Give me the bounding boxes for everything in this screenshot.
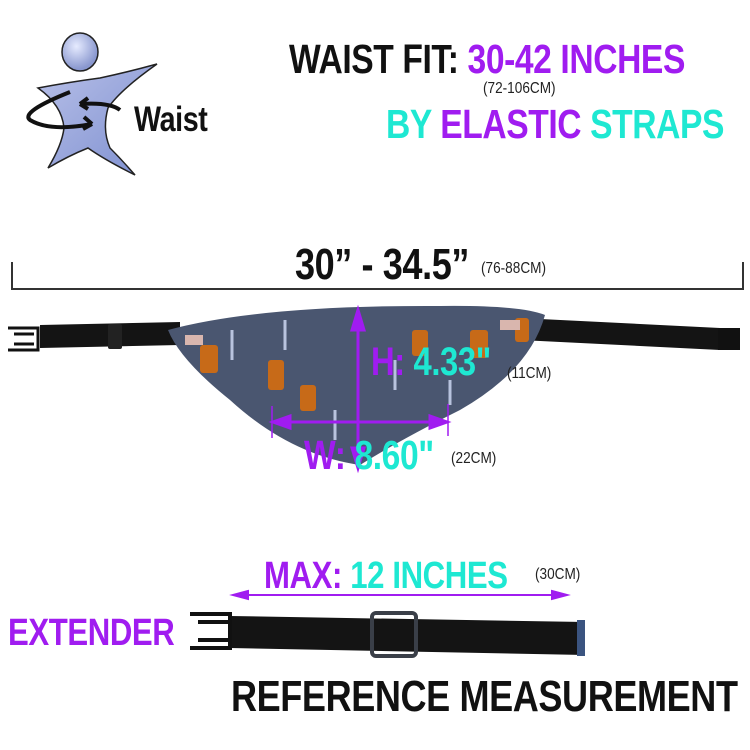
reference-measurement-title: REFERENCE MEASUREMENT — [231, 672, 738, 721]
extender-length-arrow — [229, 589, 571, 601]
strap-slider-icon — [370, 611, 418, 658]
height-cm: (11CM) — [507, 365, 552, 382]
waist-fit-heading: WAIST FIT: 30-42 INCHES — [289, 36, 750, 83]
width-arrow — [268, 404, 452, 438]
height-arrow — [349, 304, 367, 474]
belt-buckle-left-icon — [8, 326, 40, 352]
height-label: H: 4.33" — [371, 340, 491, 384]
waist-logo-figure-icon — [26, 32, 158, 176]
elastic-straps-heading: BY ELASTIC STRAPS — [386, 101, 725, 147]
waist-fit-value: 30-42 INCHES — [467, 36, 686, 82]
extender-max-cm: (30CM) — [535, 566, 581, 583]
extender-max-label: MAX: 12 INCHES — [264, 555, 508, 597]
width-cm: (22CM) — [451, 450, 497, 467]
extender-strap — [190, 611, 585, 658]
belt-strap — [8, 318, 740, 352]
belt-range-cm: (76-88CM) — [481, 260, 546, 277]
extender-label: EXTENDER — [8, 612, 175, 654]
logo-text: Waist — [134, 100, 208, 139]
belt-buckle-right-icon — [718, 328, 740, 350]
extender-buckle-icon — [190, 612, 232, 650]
waist-fit-label: WAIST FIT: — [289, 36, 459, 82]
belt-length-bracket — [11, 262, 744, 290]
cactus-pattern — [230, 320, 452, 440]
width-label: W: 8.60" — [304, 432, 434, 478]
belt-range: 30” - 34.5” — [295, 240, 469, 289]
waist-fit-cm: (72-106CM) — [483, 80, 556, 97]
